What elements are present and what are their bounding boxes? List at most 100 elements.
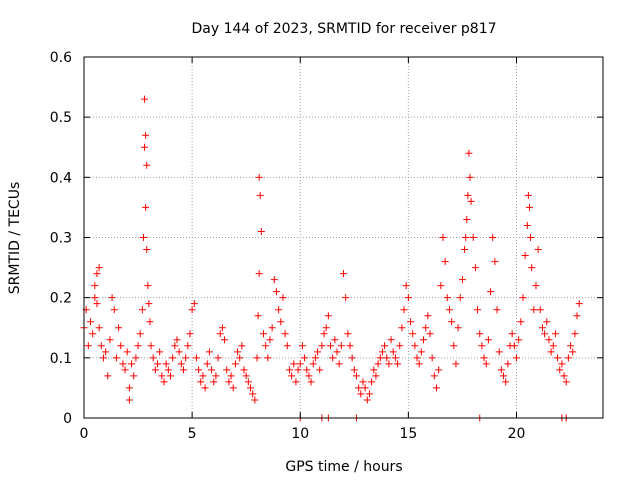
data-point bbox=[448, 318, 456, 326]
data-point bbox=[179, 366, 187, 374]
data-point bbox=[383, 354, 391, 362]
data-point bbox=[513, 354, 520, 362]
data-point bbox=[400, 306, 408, 314]
data-point bbox=[277, 318, 285, 326]
data-point bbox=[359, 378, 367, 386]
data-point bbox=[461, 246, 469, 254]
data-point bbox=[385, 360, 393, 368]
data-point bbox=[432, 384, 440, 392]
data-point bbox=[160, 378, 168, 386]
data-point bbox=[192, 354, 200, 362]
data-point bbox=[290, 360, 298, 368]
data-point bbox=[203, 360, 211, 368]
data-point bbox=[311, 354, 319, 362]
data-point bbox=[238, 342, 246, 350]
data-point bbox=[523, 221, 531, 229]
data-point bbox=[253, 354, 261, 362]
data-point bbox=[223, 366, 231, 374]
data-point bbox=[378, 348, 386, 356]
data-point bbox=[162, 360, 170, 368]
data-point bbox=[495, 348, 503, 356]
data-point bbox=[134, 342, 142, 350]
data-point bbox=[255, 270, 263, 278]
data-point bbox=[110, 306, 118, 314]
y-tick-label: 0.1 bbox=[50, 351, 72, 367]
data-point bbox=[480, 354, 488, 362]
data-point bbox=[342, 294, 350, 302]
data-point bbox=[142, 203, 150, 211]
data-point bbox=[177, 360, 185, 368]
data-point bbox=[381, 342, 389, 350]
data-point bbox=[430, 372, 438, 380]
data-point bbox=[335, 360, 343, 368]
data-point bbox=[428, 354, 436, 362]
data-point bbox=[409, 330, 417, 338]
data-point bbox=[515, 336, 523, 344]
data-point bbox=[536, 306, 544, 314]
axis-ticks: 0 5 10 15 20 0 0.1 0.2 0.3 0.4 0.5 0.6 bbox=[50, 50, 603, 442]
data-point bbox=[502, 378, 510, 386]
data-point bbox=[182, 354, 190, 362]
data-point bbox=[331, 336, 339, 344]
data-point bbox=[567, 342, 575, 350]
chart-title: Day 144 of 2023, SRMTID for receiver p81… bbox=[191, 21, 496, 37]
data-point bbox=[121, 366, 129, 374]
data-point bbox=[279, 294, 287, 302]
data-point bbox=[415, 360, 423, 368]
data-point bbox=[404, 294, 412, 302]
data-point bbox=[445, 306, 453, 314]
data-point bbox=[93, 270, 101, 278]
y-axis-label: SRMTID / TECUs bbox=[7, 182, 23, 295]
data-point bbox=[333, 348, 341, 356]
data-point bbox=[125, 396, 133, 404]
data-point bbox=[186, 330, 194, 338]
data-point bbox=[391, 354, 399, 362]
data-point bbox=[316, 366, 324, 374]
data-point bbox=[132, 354, 140, 362]
data-point bbox=[141, 143, 149, 151]
data-point bbox=[465, 149, 473, 157]
x-tick-label: 10 bbox=[291, 426, 309, 442]
data-point bbox=[266, 336, 274, 344]
y-tick-label: 0.4 bbox=[50, 170, 72, 186]
data-point bbox=[422, 324, 430, 332]
data-point bbox=[324, 312, 332, 320]
data-point bbox=[329, 354, 337, 362]
data-point bbox=[348, 354, 356, 362]
data-point bbox=[142, 131, 150, 139]
data-point bbox=[108, 294, 116, 302]
data-point bbox=[218, 324, 226, 332]
data-point bbox=[569, 348, 577, 356]
data-point bbox=[573, 312, 581, 320]
data-point bbox=[307, 378, 315, 386]
data-point bbox=[242, 372, 250, 380]
data-point bbox=[398, 324, 406, 332]
data-point bbox=[197, 378, 205, 386]
data-point bbox=[173, 336, 181, 344]
data-point bbox=[549, 342, 557, 350]
y-tick-label: 0.5 bbox=[50, 110, 72, 126]
data-point bbox=[214, 354, 222, 362]
data-point bbox=[184, 342, 192, 350]
data-point bbox=[309, 360, 317, 368]
data-point bbox=[467, 197, 475, 205]
data-point bbox=[296, 360, 304, 368]
data-point bbox=[259, 330, 267, 338]
data-point bbox=[188, 306, 196, 314]
data-point bbox=[441, 258, 449, 266]
data-point bbox=[208, 366, 216, 374]
data-point bbox=[210, 378, 218, 386]
data-point bbox=[489, 234, 497, 241]
data-point bbox=[355, 384, 363, 392]
data-point bbox=[424, 312, 432, 320]
data-point bbox=[251, 396, 259, 404]
data-point bbox=[402, 282, 410, 290]
data-point bbox=[551, 330, 559, 338]
data-point bbox=[372, 372, 380, 380]
data-point bbox=[145, 300, 153, 308]
data-point bbox=[471, 264, 479, 272]
data-point bbox=[387, 336, 395, 344]
data-point bbox=[482, 360, 490, 368]
data-point bbox=[508, 330, 516, 338]
